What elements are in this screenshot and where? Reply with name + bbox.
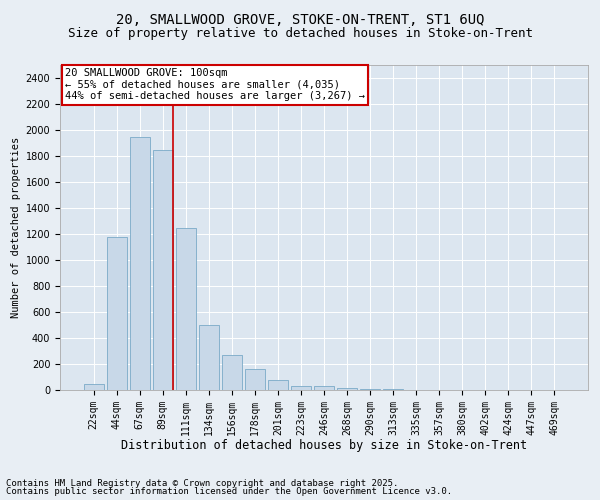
Bar — [268, 380, 288, 390]
Text: Contains public sector information licensed under the Open Government Licence v3: Contains public sector information licen… — [6, 487, 452, 496]
Text: Contains HM Land Registry data © Crown copyright and database right 2025.: Contains HM Land Registry data © Crown c… — [6, 478, 398, 488]
Bar — [222, 355, 242, 390]
Text: Size of property relative to detached houses in Stoke-on-Trent: Size of property relative to detached ho… — [67, 28, 533, 40]
Bar — [130, 136, 149, 390]
Bar — [84, 384, 104, 390]
Bar — [107, 236, 127, 390]
Bar — [245, 369, 265, 390]
X-axis label: Distribution of detached houses by size in Stoke-on-Trent: Distribution of detached houses by size … — [121, 439, 527, 452]
Bar — [176, 228, 196, 390]
Text: 20 SMALLWOOD GROVE: 100sqm
← 55% of detached houses are smaller (4,035)
44% of s: 20 SMALLWOOD GROVE: 100sqm ← 55% of deta… — [65, 68, 365, 102]
Bar — [153, 150, 173, 390]
Y-axis label: Number of detached properties: Number of detached properties — [11, 137, 22, 318]
Bar — [314, 386, 334, 390]
Bar — [337, 388, 357, 390]
Bar — [199, 325, 218, 390]
Text: 20, SMALLWOOD GROVE, STOKE-ON-TRENT, ST1 6UQ: 20, SMALLWOOD GROVE, STOKE-ON-TRENT, ST1… — [116, 12, 484, 26]
Bar — [291, 386, 311, 390]
